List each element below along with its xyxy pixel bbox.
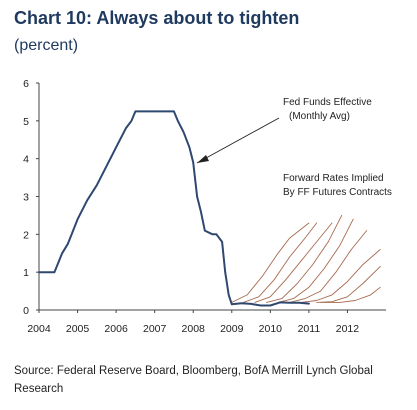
y-tick-label: 1	[23, 267, 29, 279]
y-tick-label: 3	[23, 192, 29, 204]
series-layer	[38, 110, 381, 307]
annotation-fed-funds-line-1: Fed Funds Effective	[283, 97, 372, 108]
y-tick-label: 6	[23, 78, 29, 90]
y-tick-label: 4	[23, 154, 29, 166]
source-note: Source: Federal Reserve Board, Bloomberg…	[14, 365, 373, 395]
annotation-forward-rates: Forward Rates Implied By FF Futures Cont…	[283, 173, 392, 198]
x-tick-label: 2010	[259, 323, 283, 335]
annotation-forward-rates-line-2: By FF Futures Contracts	[283, 187, 392, 198]
line-chart: 0 1 2 3 4 5 6 2004 2005 2006 2007 2008 2009 2010 2011…	[23, 78, 392, 335]
annotation-forward-rates-line-1: Forward Rates Implied	[283, 173, 384, 184]
series-line-forward-2	[242, 222, 318, 303]
y-tick-label: 0	[23, 305, 29, 317]
chart-title: Chart 10: Always about to tighten	[14, 8, 300, 28]
series-line-fed-funds	[38, 110, 310, 307]
series-line-forward-1	[231, 222, 310, 303]
series-line-forward-4	[266, 214, 343, 303]
annotation-arrow	[196, 117, 280, 164]
series-line-forward-6	[289, 230, 368, 303]
x-tick-label: 2011	[298, 323, 321, 335]
series-line-forward-8	[316, 266, 381, 303]
x-tick-label: 2004	[27, 323, 51, 335]
x-tick-label: 2006	[104, 323, 128, 335]
annotation-fed-funds: Fed Funds Effective (Monthly Avg)	[196, 97, 372, 164]
x-tick-label: 2005	[66, 323, 90, 335]
annotation-fed-funds-line-2: (Monthly Avg)	[289, 111, 350, 122]
x-tick-label: 2008	[182, 323, 206, 335]
x-tick-label: 2009	[220, 323, 244, 335]
y-ticks: 0 1 2 3 4 5 6	[23, 78, 39, 317]
series-line-forward-5	[277, 218, 354, 303]
y-tick-label: 2	[23, 229, 29, 241]
chart-subtitle: (percent)	[14, 37, 79, 54]
y-tick-label: 5	[23, 116, 29, 128]
series-line-forward-9	[320, 286, 381, 303]
series-line-forward-7	[300, 249, 381, 303]
series-line-forward-3	[254, 222, 333, 303]
annotation-arrow-head	[197, 155, 209, 163]
x-ticks: 2004 2005 2006 2007 2008 2009 2010 2011 2012	[27, 310, 359, 335]
x-tick-label: 2012	[336, 323, 360, 335]
x-tick-label: 2007	[143, 323, 167, 335]
